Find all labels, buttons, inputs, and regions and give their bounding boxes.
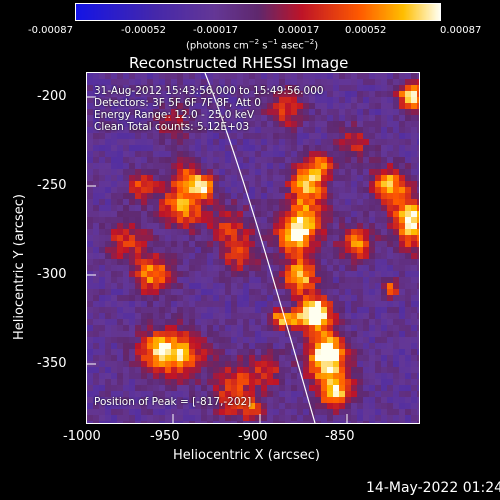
axis-ticks — [87, 96, 348, 423]
solar-limb-line — [204, 73, 316, 423]
annotation-time: 31-Aug-2012 15:43:56.000 to 15:49:56.000 — [94, 85, 324, 97]
y-tick-label: -350 — [37, 356, 67, 371]
plot-title: Reconstructed RHESSI Image — [129, 54, 349, 72]
annotation-peak: Position of Peak = [-817,-202] — [94, 396, 252, 408]
rhessi-map — [87, 73, 419, 423]
annotation-clean: Clean Total counts: 5.12E+03 — [94, 121, 250, 133]
x-axis-label: Heliocentric X (arcsec) — [173, 448, 320, 463]
x-tick-label: -950 — [150, 429, 180, 444]
colorbar-tick-label: -0.00017 — [193, 25, 238, 36]
image-plot: 31-Aug-2012 15:43:56.000 to 15:49:56.000… — [86, 72, 420, 424]
x-tick-label: -850 — [325, 429, 355, 444]
annotation-energy: Energy Range: 12.0 - 25.0 keV — [94, 109, 255, 121]
colorbar-tick-label: 0.00017 — [278, 25, 320, 36]
colorbar-units: (photons cm−2 s−1 asec−2) — [186, 38, 319, 52]
colorbar-tick-label: 0.00087 — [440, 25, 482, 36]
colorbar-tick-label: 0.00052 — [345, 25, 387, 36]
y-tick-label: -250 — [37, 178, 67, 193]
y-axis-label: Heliocentric Y (arcsec) — [12, 194, 27, 340]
colorbar-tick-label: -0.00087 — [28, 25, 73, 36]
colorbar — [75, 3, 441, 21]
annotation-detectors: Detectors: 3F 5F 6F 7F 8F, Att 0 — [94, 97, 261, 109]
colorbar-tick-label: -0.00052 — [121, 25, 166, 36]
plot-overlay — [87, 73, 348, 423]
y-tick-label: -200 — [37, 89, 67, 104]
x-tick-label: -1000 — [63, 429, 101, 444]
colorbar-gradient — [76, 4, 440, 20]
y-tick-label: -300 — [37, 267, 67, 282]
x-tick-label: -900 — [238, 429, 268, 444]
footer-timestamp: 14-May-2022 01:24 — [366, 480, 500, 496]
